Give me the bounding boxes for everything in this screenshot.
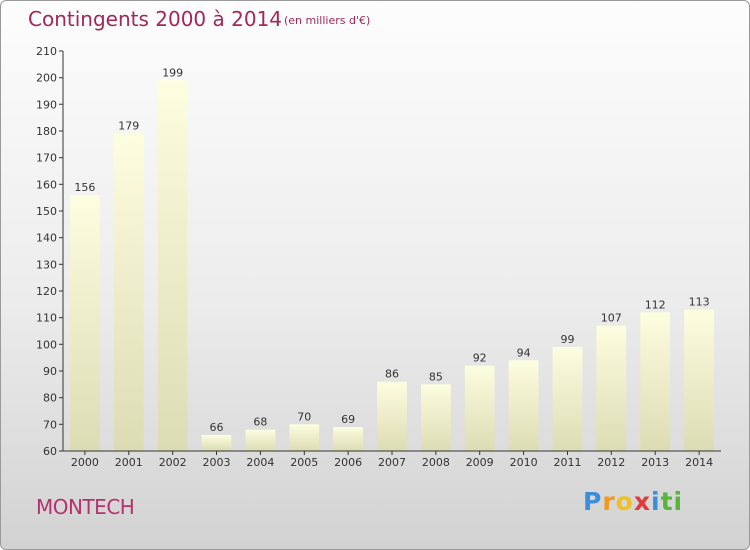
data-label: 86: [385, 368, 399, 381]
x-tick-label: 2006: [334, 456, 362, 469]
y-tick-label: 160: [36, 178, 57, 191]
x-tick-label: 2000: [71, 456, 99, 469]
x-tick-label: 2007: [378, 456, 406, 469]
x-tick-label: 2012: [597, 456, 625, 469]
chart-title: Contingents 2000 à 2014: [28, 7, 283, 31]
y-tick-label: 140: [36, 232, 57, 245]
y-tick-label: 80: [43, 392, 57, 405]
data-label: 66: [210, 421, 224, 434]
logo-letter: x: [633, 487, 651, 516]
data-label: 156: [74, 181, 95, 194]
x-tick-label: 2004: [246, 456, 274, 469]
data-label: 179: [118, 120, 139, 133]
x-tick-label: 2013: [641, 456, 669, 469]
x-tick-label: 2009: [466, 456, 494, 469]
data-label: 99: [561, 333, 575, 346]
place-name: MONTECH: [36, 495, 135, 519]
data-label: 68: [253, 416, 267, 429]
y-tick-label: 110: [36, 312, 57, 325]
logo-letter: t: [660, 487, 674, 516]
bar: [113, 133, 144, 451]
logo-letter: i: [673, 487, 684, 516]
bar: [640, 312, 671, 451]
y-tick-label: 90: [43, 365, 57, 378]
logo-letter: P: [583, 487, 603, 516]
y-tick-label: 180: [36, 125, 57, 138]
x-tick-label: 2010: [510, 456, 538, 469]
data-label: 70: [297, 410, 311, 423]
y-tick-label: 130: [36, 258, 57, 271]
bar: [245, 429, 276, 451]
x-tick-label: 2002: [159, 456, 187, 469]
data-label: 107: [601, 312, 622, 325]
logo-letter: i: [651, 487, 661, 516]
bar: [201, 435, 232, 451]
bar: [377, 381, 407, 451]
y-tick-label: 120: [36, 285, 57, 298]
data-label: 199: [162, 66, 183, 79]
y-tick-label: 200: [36, 72, 57, 85]
y-tick-label: 190: [36, 98, 57, 111]
y-tick-label: 60: [43, 445, 57, 458]
logo-letter: o: [615, 487, 634, 516]
bar: [289, 424, 320, 451]
chart-subtitle: (en milliers d'€): [284, 14, 371, 27]
bar: [552, 347, 583, 451]
x-tick-label: 2011: [554, 456, 582, 469]
x-tick-label: 2008: [422, 456, 450, 469]
proxiti-logo: Proxiti: [583, 487, 683, 516]
y-tick-label: 170: [36, 152, 57, 165]
data-label: 92: [473, 352, 487, 365]
bar: [421, 384, 451, 451]
data-label: 113: [689, 296, 710, 309]
bar: [684, 309, 714, 451]
logo-letter: r: [602, 487, 616, 516]
bar: [596, 325, 627, 451]
y-tick-label: 70: [43, 418, 57, 431]
x-tick-label: 2003: [203, 456, 231, 469]
bar: [333, 427, 363, 451]
data-label: 69: [341, 413, 355, 426]
bar: [70, 195, 100, 451]
x-tick-label: 2001: [115, 456, 143, 469]
bar: [157, 80, 188, 452]
y-tick-label: 210: [36, 45, 57, 58]
bar: [464, 365, 495, 451]
x-tick-label: 2005: [290, 456, 318, 469]
y-tick-label: 150: [36, 205, 57, 218]
bar: [508, 360, 539, 451]
y-tick-label: 100: [36, 338, 57, 351]
data-label: 85: [429, 370, 443, 383]
data-label: 112: [645, 298, 666, 311]
x-tick-label: 2014: [685, 456, 713, 469]
data-label: 94: [517, 346, 531, 359]
